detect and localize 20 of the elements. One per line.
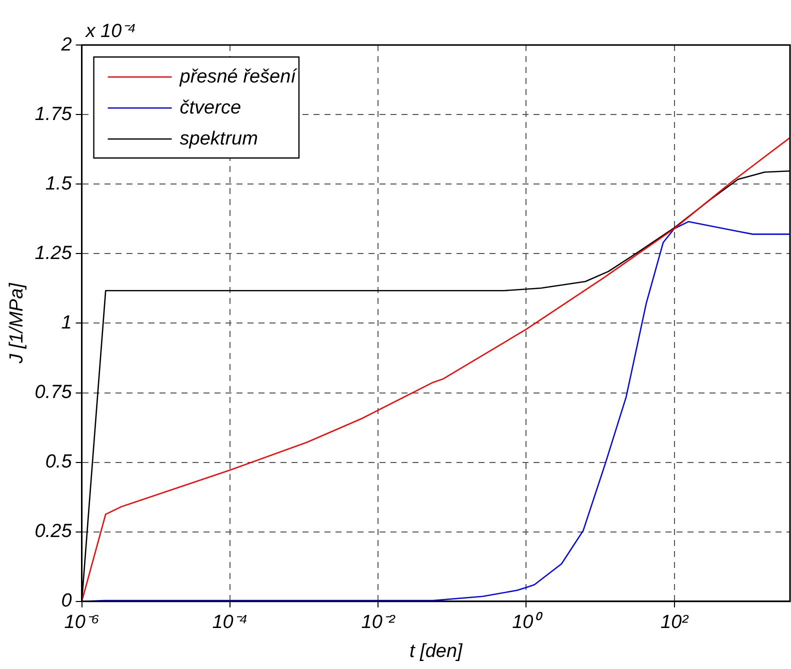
y-tick-label: 2 [60,34,72,56]
x-tick-label: 10⁰ [512,611,544,634]
y-tick-label: 1 [61,312,72,334]
y-tick-label: 0 [61,590,72,612]
x-tick-label: 10⁻⁶ [64,612,100,634]
x-tick-label: 10² [660,612,689,634]
x-tick-label: 10⁻⁴ [212,612,248,634]
y-tick-label: 0.5 [45,452,72,473]
legend-label: čtverce [180,97,242,118]
y-tick-label: 1.25 [34,242,72,264]
x-tick-label: 10⁻² [361,612,396,634]
y-tick-label: 0.25 [34,521,72,542]
text: x 10⁻⁴ [84,21,136,42]
legend-label: přesné řešení [178,66,298,88]
y-tick-label: 1.5 [45,173,72,194]
x-axis-title: t [den] [409,640,464,662]
legend-label: spektrum [180,128,258,150]
y-tick-label: 1.75 [34,104,72,125]
y-tick-label: 0.75 [34,382,72,404]
y-axis-title: J [1/MPa] [6,282,28,364]
